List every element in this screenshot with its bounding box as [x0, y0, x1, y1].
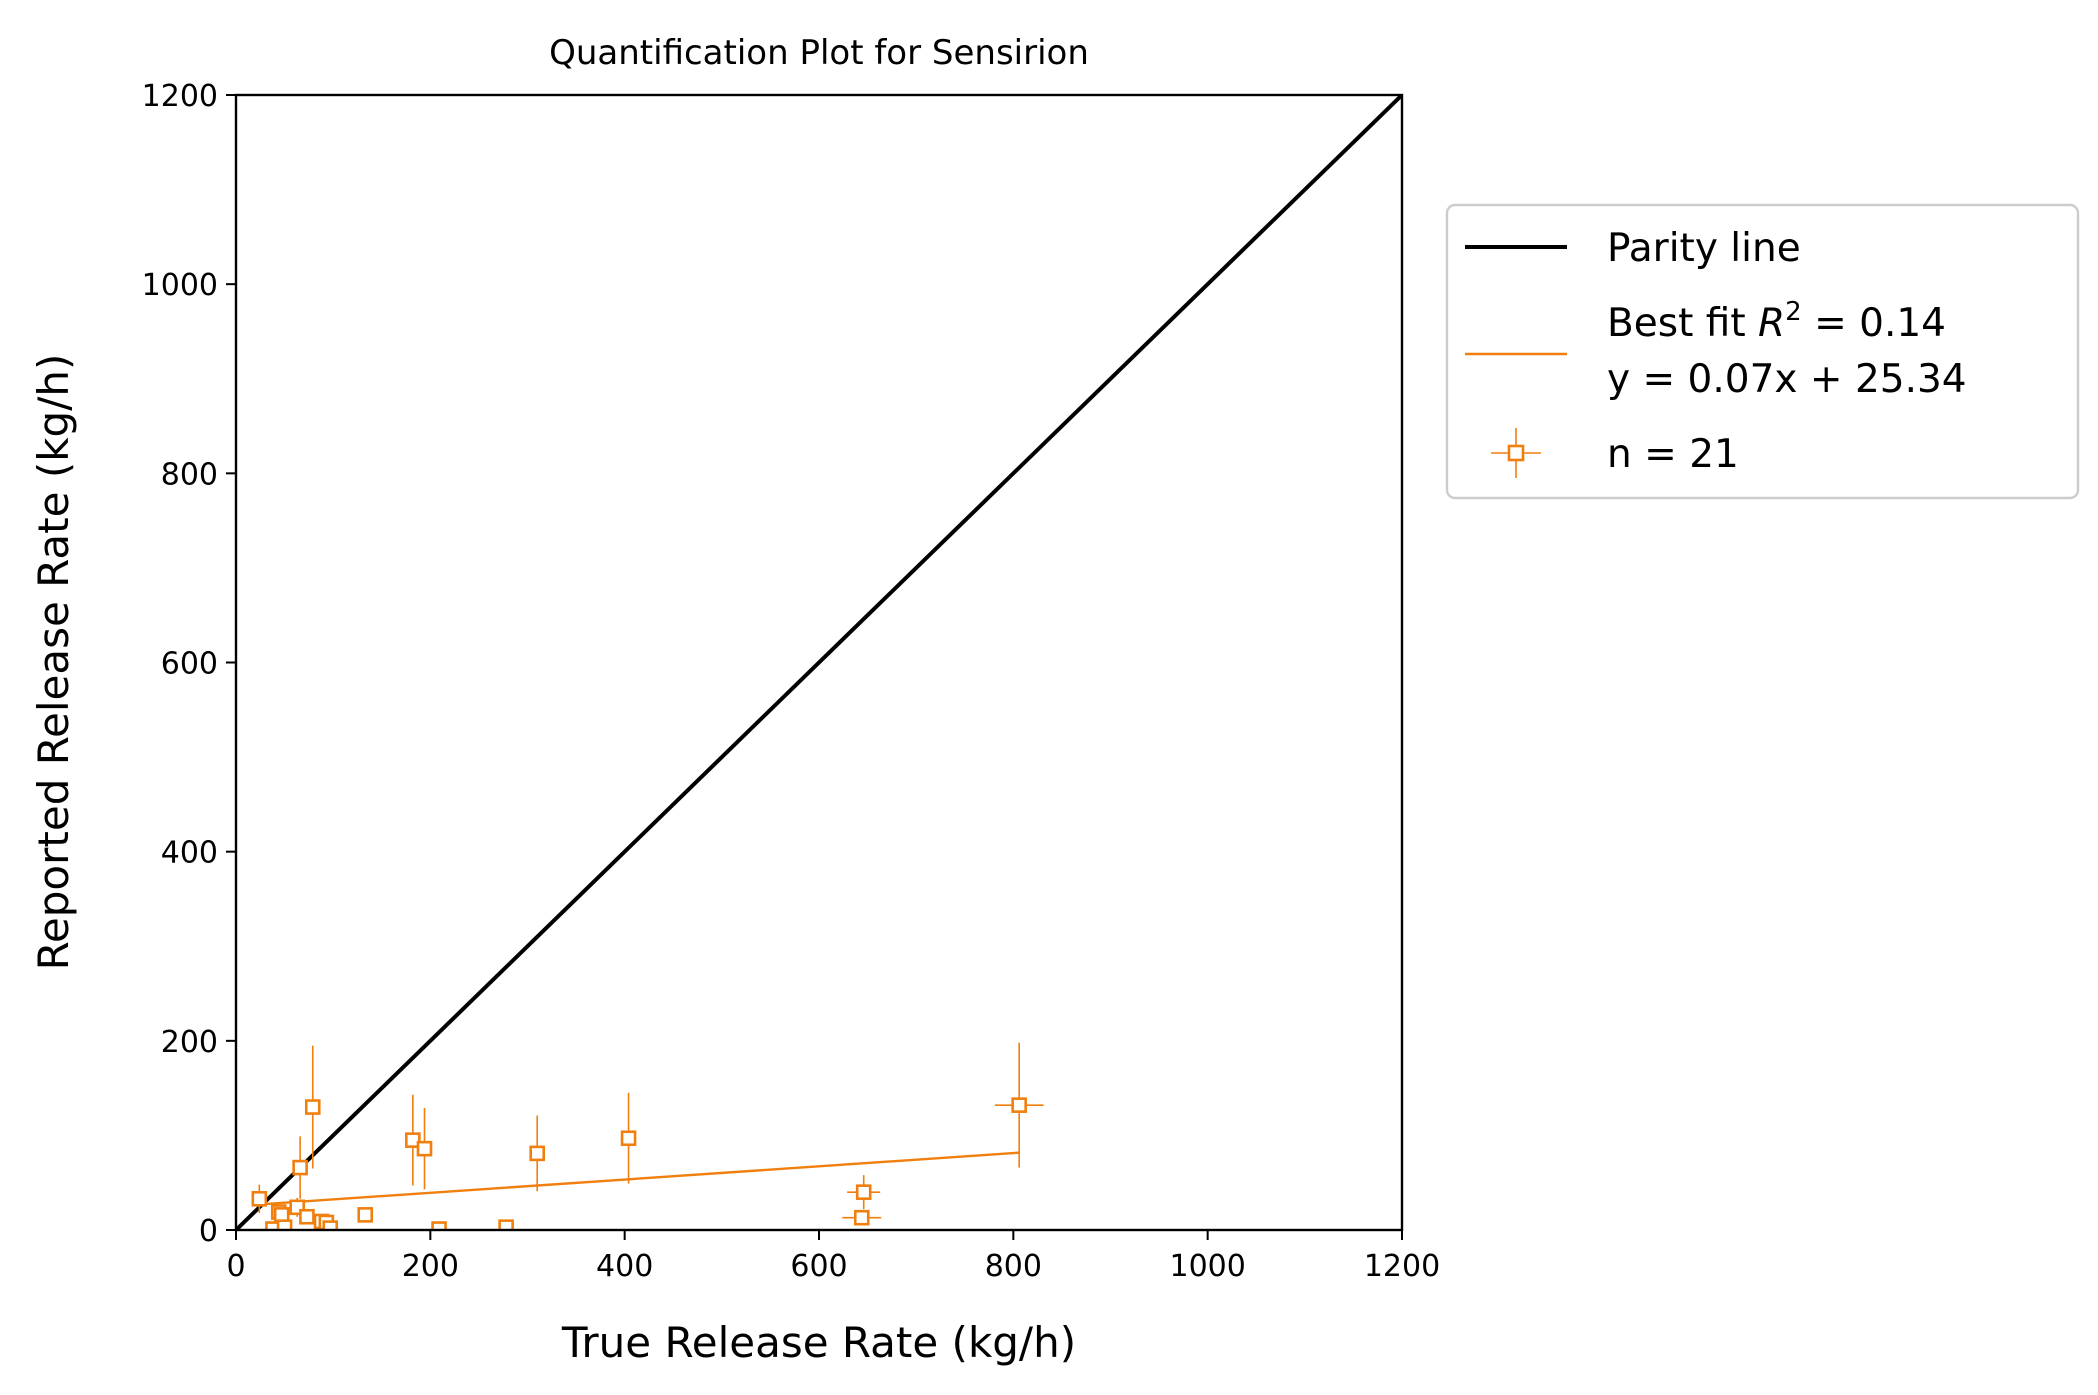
point-marker — [251, 1190, 268, 1207]
y-axis-ticks: 0 200 400 600 800 1000 1200 — [142, 79, 236, 1249]
data-point — [498, 1219, 514, 1230]
scatter-series — [251, 1042, 1044, 1230]
point-marker — [853, 1209, 870, 1226]
data-point — [292, 1136, 308, 1199]
legend-fit-exp: 2 — [1785, 297, 1802, 327]
data-point — [405, 1094, 421, 1186]
y-tick-label: 600 — [161, 647, 218, 682]
data-point — [251, 1184, 268, 1213]
legend-points-swatch — [1491, 428, 1541, 478]
x-tick-label: 1200 — [1364, 1249, 1440, 1284]
plot-area — [236, 95, 1402, 1230]
x-axis-label: True Release Rate (kg/h) — [561, 1318, 1076, 1367]
data-point — [994, 1042, 1044, 1168]
point-marker — [405, 1132, 421, 1148]
best-fit-line — [259, 1151, 1020, 1206]
legend-box — [1445, 203, 2080, 500]
point-marker — [299, 1208, 315, 1225]
legend: Parity line Best fit R2 = 0.14 y = 0.07x… — [1445, 203, 2080, 500]
point-marker — [1011, 1097, 1027, 1113]
y-tick-label: 200 — [161, 1025, 218, 1060]
y-tick-label: 0 — [199, 1214, 218, 1249]
data-point — [299, 1208, 315, 1225]
data-point — [357, 1207, 374, 1223]
data-point — [416, 1107, 433, 1190]
y-tick-label: 400 — [161, 836, 218, 871]
point-marker — [322, 1220, 339, 1230]
point-marker — [416, 1140, 433, 1157]
point-marker — [292, 1159, 308, 1176]
x-tick-label: 1000 — [1169, 1249, 1245, 1284]
legend-fit-var: R — [1758, 301, 1785, 346]
y-tick-label: 1200 — [142, 79, 218, 114]
data-point — [620, 1092, 637, 1184]
point-marker — [304, 1099, 321, 1115]
point-marker — [498, 1219, 514, 1230]
point-marker — [529, 1145, 546, 1162]
y-tick-label: 1000 — [142, 268, 218, 303]
data-point — [304, 1045, 321, 1169]
legend-fit-prefix: Best fit — [1607, 301, 1758, 346]
point-marker — [855, 1184, 872, 1200]
chart-title: Quantification Plot for Sensirion — [549, 33, 1089, 73]
x-tick-label: 200 — [402, 1249, 459, 1284]
legend-fit-label-line2: y = 0.07x + 25.34 — [1607, 357, 1967, 402]
y-tick-label: 800 — [161, 457, 218, 492]
point-marker — [276, 1219, 293, 1230]
data-point — [529, 1115, 546, 1192]
x-tick-label: 600 — [790, 1249, 847, 1284]
legend-points-label: n = 21 — [1607, 432, 1739, 477]
data-point — [847, 1175, 881, 1210]
parity-series — [236, 95, 1402, 1230]
legend-fit-label-line1: Best fit R2 = 0.14 — [1607, 297, 1946, 346]
point-marker — [620, 1130, 637, 1147]
legend-parity-label: Parity line — [1607, 226, 1801, 271]
parity-line — [236, 95, 1402, 1230]
x-tick-label: 0 — [226, 1249, 245, 1284]
x-axis-ticks: 0 200 400 600 800 1000 1200 — [226, 1230, 1440, 1284]
best-fit-series — [259, 1151, 1020, 1206]
data-point — [322, 1220, 339, 1230]
point-marker — [357, 1207, 374, 1223]
y-axis-label: Reported Release Rate (kg/h) — [29, 354, 78, 971]
data-point — [842, 1209, 882, 1226]
x-tick-label: 800 — [985, 1249, 1042, 1284]
data-point — [276, 1219, 293, 1230]
legend-fit-suffix: = 0.14 — [1802, 301, 1946, 346]
x-tick-label: 400 — [596, 1249, 653, 1284]
